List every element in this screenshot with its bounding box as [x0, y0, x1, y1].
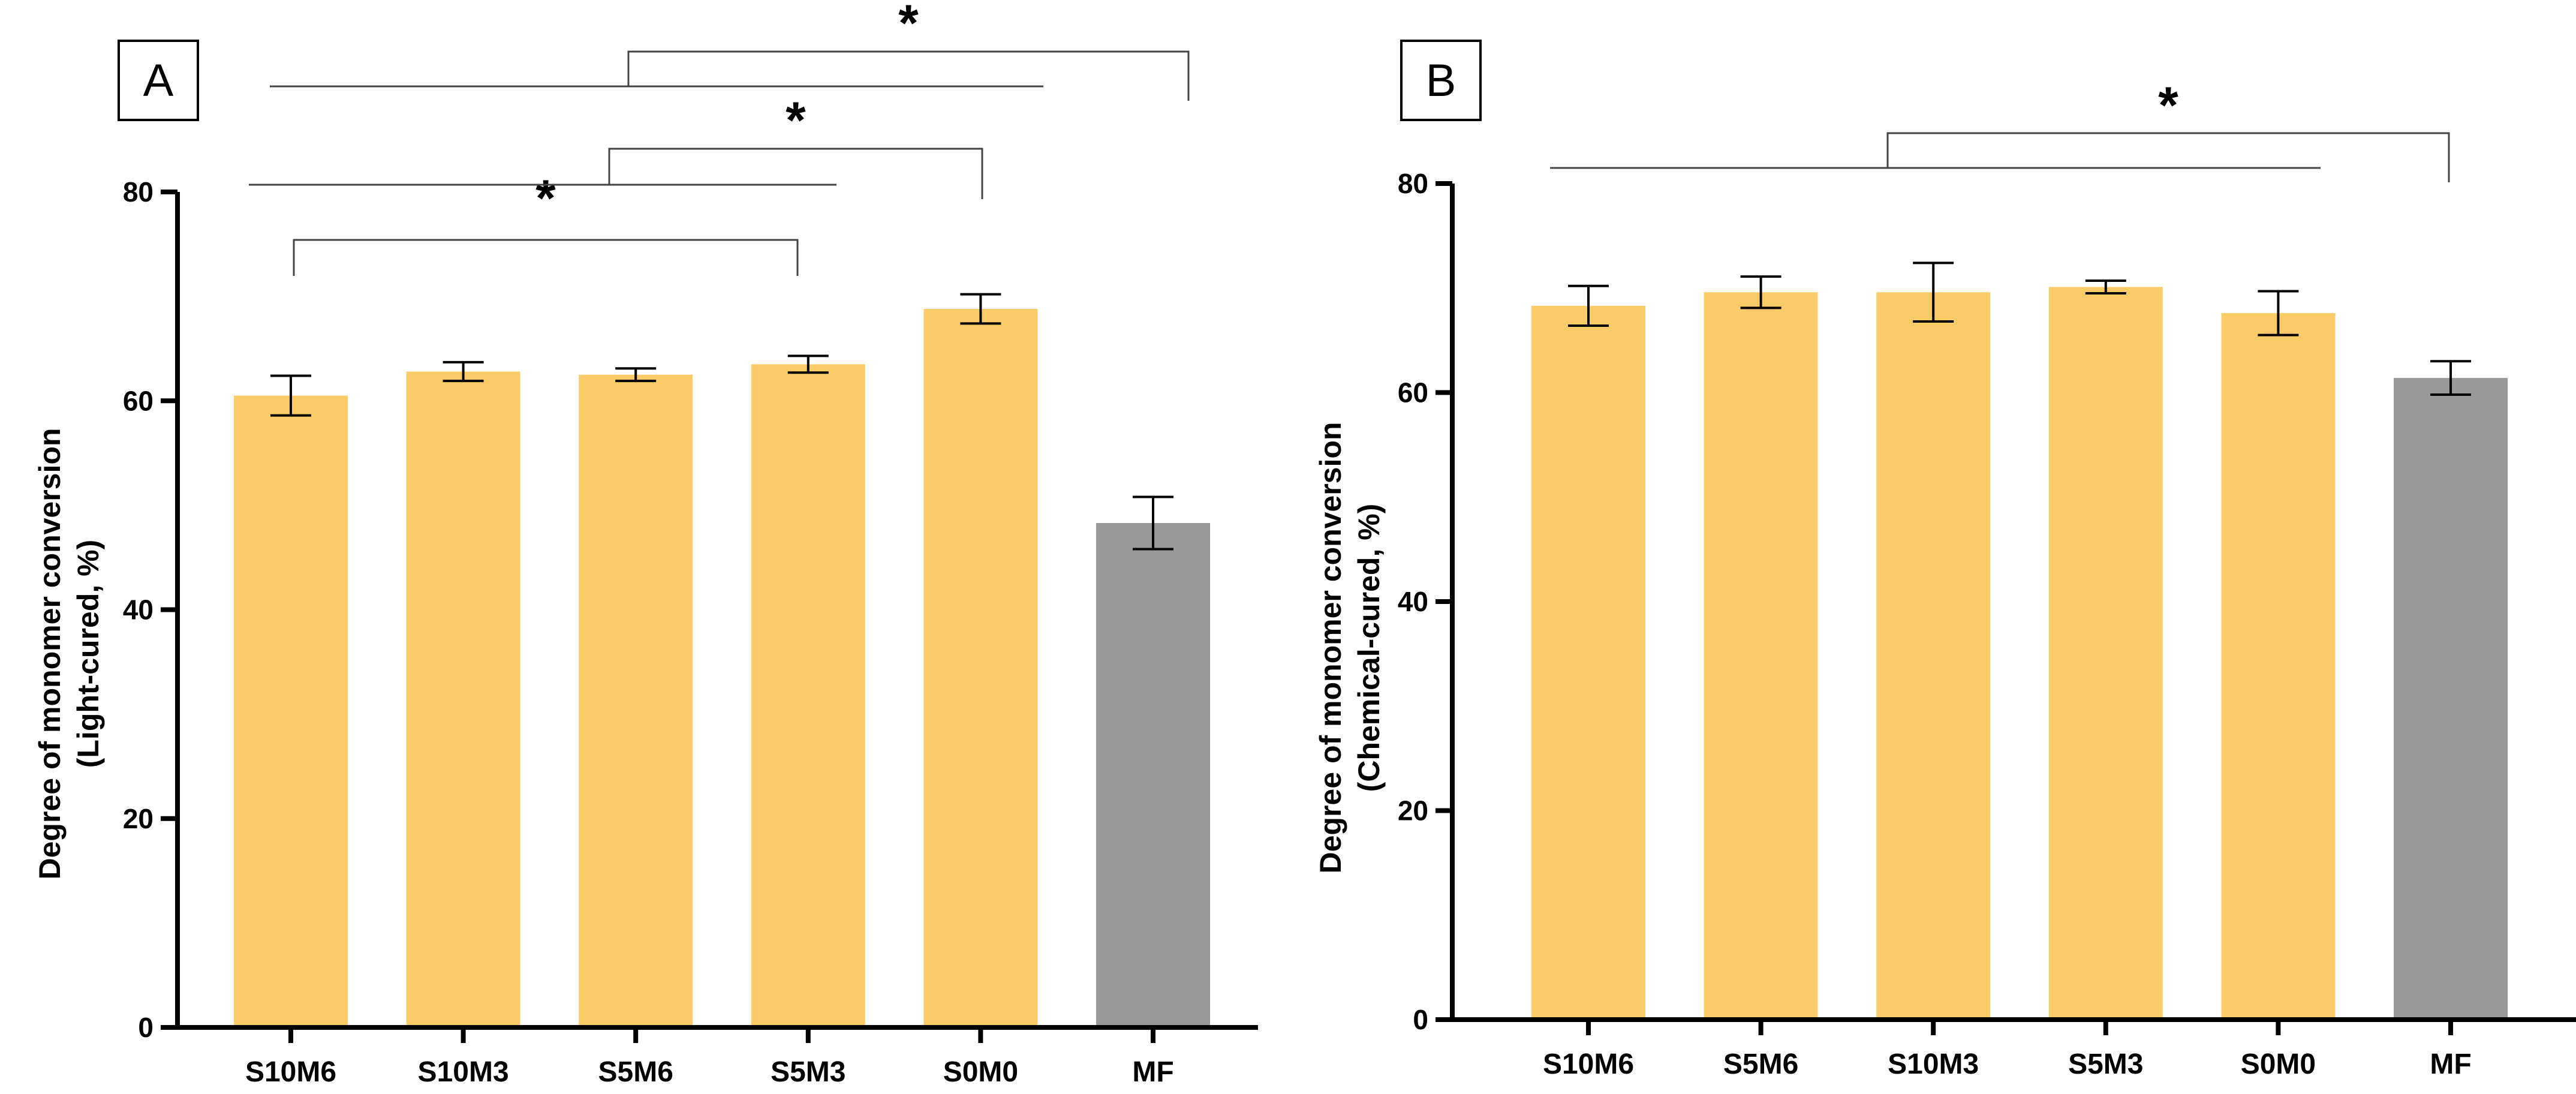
y-tick-label: 80: [1398, 168, 1428, 199]
y-tick-label: 60: [1398, 377, 1428, 408]
x-tick-label: S5M3: [771, 1056, 845, 1088]
y-tick-group: 0 20 40 60 80: [123, 176, 177, 1043]
x-tick-group: S10M6 S5M6 S10M3 S5M3 S0M0 MF: [1543, 1020, 2472, 1080]
error-bar: [443, 360, 484, 383]
significance-group: *: [1550, 77, 2450, 182]
y-axis-title: Degree of monomer conversion (Chemical-c…: [1314, 422, 1386, 874]
y-tick-label: 20: [123, 803, 154, 834]
significance-star: *: [2158, 77, 2178, 134]
bar: [1096, 522, 1210, 1027]
y-axis-title: Degree of monomer conversion (Light-cure…: [33, 428, 105, 880]
bar: [2221, 313, 2336, 1020]
y-axis-title-line-1: Degree of monomer conversion: [1314, 422, 1347, 874]
bar: [406, 371, 520, 1027]
significance-bracket: *: [249, 92, 983, 199]
x-tick-label: S5M6: [598, 1056, 673, 1088]
error-bar-group: [270, 293, 1173, 551]
bar: [2048, 287, 2163, 1020]
error-bar: [1568, 284, 1609, 327]
y-tick-label: 80: [123, 176, 154, 208]
y-tick-label: 40: [123, 594, 154, 626]
bar: [2394, 378, 2508, 1020]
error-bar: [2085, 279, 2126, 294]
significance-bracket-line: [1886, 132, 2450, 182]
significance-bracket: *: [293, 170, 799, 276]
significance-bracket-line: [608, 148, 983, 199]
error-bar: [1913, 262, 1954, 323]
error-bar: [1133, 495, 1173, 551]
panel-label-box: [118, 40, 199, 121]
significance-bracket: *: [270, 0, 1190, 101]
significance-bracket-line: [627, 50, 1190, 101]
bar: [923, 309, 1038, 1027]
y-tick-group: 0 20 40 60 80: [1398, 168, 1452, 1035]
error-bar: [960, 293, 1001, 325]
panel-a: A Degree of monomer conversion (Light-cu…: [33, 0, 1258, 1088]
x-tick-label: MF: [1132, 1056, 1173, 1088]
bar: [234, 395, 348, 1028]
error-bar: [2258, 290, 2299, 336]
bar: [1876, 292, 1991, 1020]
x-tick-label: S0M0: [943, 1056, 1018, 1088]
y-tick-label: 60: [123, 385, 154, 416]
significance-star: *: [535, 170, 556, 227]
error-bar: [615, 367, 657, 383]
panel-b: B Degree of monomer conversion (Chemical…: [1314, 40, 2576, 1080]
panel-label: B: [1426, 55, 1456, 106]
bar: [751, 364, 865, 1027]
x-tick-group: S10M6 S10M3 S5M6 S5M3 S0M0 MF: [245, 1027, 1174, 1088]
x-tick-label: S10M6: [1543, 1048, 1634, 1080]
significance-bracket: *: [1550, 77, 2450, 182]
error-bar: [270, 374, 311, 417]
y-axis-title-line-1: Degree of monomer conversion: [33, 428, 67, 880]
significance-group: * * *: [249, 0, 1190, 276]
y-axis-title-line-2: (Light-cured, %): [71, 540, 105, 768]
significance-star: *: [786, 92, 806, 149]
y-tick-label: 40: [1398, 586, 1428, 617]
x-tick-label: S0M0: [2241, 1048, 2316, 1080]
bar-group: [1531, 287, 2508, 1020]
error-bar: [787, 354, 829, 374]
x-tick-label: S10M3: [418, 1056, 509, 1088]
error-bar-group: [1568, 262, 2471, 396]
bar: [1531, 305, 1645, 1020]
y-tick-label: 0: [1413, 1004, 1428, 1035]
bar: [579, 374, 693, 1027]
error-bar: [1740, 275, 1781, 309]
error-bar: [2430, 360, 2471, 396]
panel-label-box: [1400, 40, 1482, 121]
y-tick-label: 20: [1398, 795, 1428, 826]
x-tick-label: MF: [2430, 1048, 2471, 1080]
bar: [1704, 292, 1818, 1020]
x-tick-label: S10M3: [1888, 1048, 1979, 1080]
x-tick-label: S10M6: [245, 1056, 336, 1088]
panel-label: A: [143, 55, 174, 106]
y-axis-title-line-2: (Chemical-cured, %): [1352, 504, 1386, 792]
x-tick-label: S5M3: [2068, 1048, 2143, 1080]
significance-bracket-line: [293, 239, 799, 276]
y-tick-label: 0: [138, 1012, 154, 1043]
x-tick-label: S5M6: [1723, 1048, 1798, 1080]
significance-star: *: [898, 0, 919, 52]
bar-group: [234, 309, 1210, 1028]
